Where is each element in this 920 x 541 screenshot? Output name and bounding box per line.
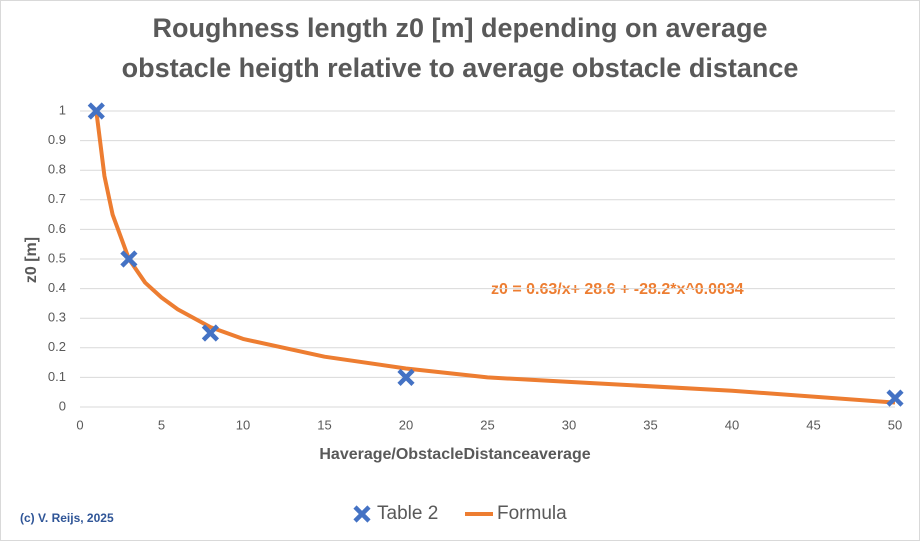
x-axis-label: Haverage/ObstacleDistanceaverage (319, 446, 590, 463)
x-tick-label: 5 (158, 417, 165, 432)
legend-marker (353, 505, 371, 523)
x-tick-label: 30 (562, 417, 576, 432)
x-tick-label: 0 (76, 417, 83, 432)
y-tick-label: 0 (59, 398, 66, 413)
y-tick-label: 0.7 (48, 191, 66, 206)
x-tick-label: 50 (888, 417, 902, 432)
y-tick-label: 1 (59, 102, 66, 117)
y-tick-label: 0.3 (48, 310, 66, 325)
y-tick-label: 0.1 (48, 369, 66, 384)
y-axis-label: z0 [m] (23, 237, 40, 283)
x-tick-label: 35 (643, 417, 657, 432)
x-tick-label: 45 (806, 417, 820, 432)
y-tick-label: 0.8 (48, 162, 66, 177)
chart-title: Roughness length z0 [m] depending on ave… (152, 13, 767, 43)
footer: (c) V. Reijs, 2025 (20, 511, 114, 525)
x-tick-label: 40 (725, 417, 739, 432)
x-tick-label: 10 (236, 417, 250, 432)
y-tick-label: 0.5 (48, 250, 66, 265)
x-tick-label: 25 (480, 417, 494, 432)
legend-label: Table 2 (377, 503, 438, 524)
data-point (120, 250, 138, 268)
chart-title: obstacle heigth relative to average obst… (122, 53, 799, 83)
y-tick-label: 0.4 (48, 280, 66, 295)
y-tick-label: 0.9 (48, 132, 66, 147)
legend-label: Formula (497, 503, 567, 524)
y-tick-label: 0.2 (48, 339, 66, 354)
data-point (87, 102, 105, 120)
x-tick-label: 20 (399, 417, 413, 432)
annotation: z0 = 0.63/x+ 28.6 + -28.2*x^0.0034 (491, 281, 744, 298)
data-point (886, 389, 904, 407)
y-tick-label: 0.6 (48, 221, 66, 236)
formula-line (94, 110, 896, 405)
data-point (397, 368, 415, 386)
data-point (201, 324, 219, 342)
x-tick-label: 15 (317, 417, 331, 432)
